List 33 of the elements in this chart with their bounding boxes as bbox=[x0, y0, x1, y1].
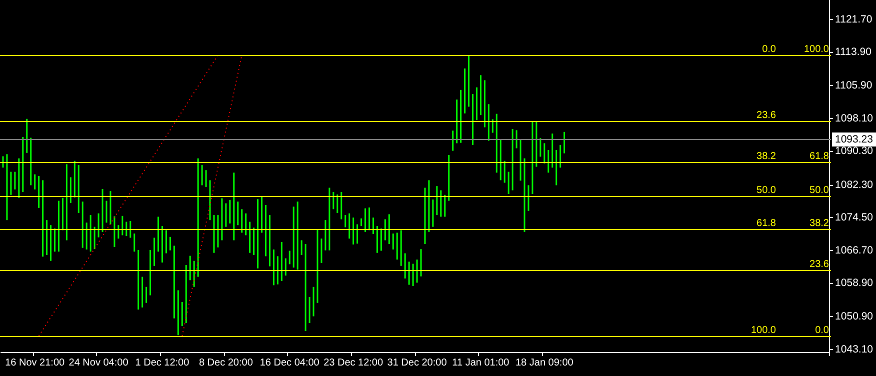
x-tick-label: 11 Jan 01:00 bbox=[452, 358, 510, 368]
y-tick-label: 1098.10 bbox=[835, 112, 874, 124]
annotation: 100.0 bbox=[804, 44, 830, 55]
x-tick-label: 8 Dec 20:00 bbox=[198, 358, 254, 368]
x-tick-label: 31 Dec 20:00 bbox=[387, 358, 448, 368]
y-tick-label: 1074.50 bbox=[835, 212, 874, 224]
y-tick-label: 1090.30 bbox=[835, 145, 874, 158]
x-tick-label: 24 Nov 04:00 bbox=[68, 358, 129, 368]
x-tick-label: 23 Dec 12:00 bbox=[324, 358, 384, 368]
annotation: 38.2 bbox=[756, 151, 776, 162]
y-tick-label: 1121.70 bbox=[835, 13, 872, 26]
y-tick-label: 1066.70 bbox=[835, 244, 874, 256]
x-tick-label: 18 Jan 09:00 bbox=[515, 358, 574, 368]
ref-line-label: 1093.23 bbox=[835, 134, 874, 146]
annotation: 38.2 bbox=[810, 218, 830, 229]
annotation: 61.8 bbox=[756, 218, 776, 229]
annotation: 0.0 bbox=[815, 325, 830, 336]
x-tick-label: 16 Nov 21:00 bbox=[5, 358, 66, 368]
y-tick-label: 1058.90 bbox=[835, 277, 874, 290]
annotation: 23.6 bbox=[756, 110, 776, 121]
x-tick-label: 16 Dec 04:00 bbox=[260, 358, 320, 368]
annotation: 61.8 bbox=[810, 151, 830, 162]
annotation: 0.0 bbox=[762, 44, 776, 55]
annotation: 50.0 bbox=[756, 185, 776, 196]
annotation: 100.0 bbox=[750, 325, 776, 336]
y-tick-label: 1043.10 bbox=[835, 343, 874, 356]
y-tick-label: 1113.90 bbox=[835, 46, 872, 58]
annotation: 23.6 bbox=[810, 259, 830, 270]
y-tick-label: 1050.90 bbox=[835, 310, 874, 323]
y-tick-label: 1105.90 bbox=[835, 80, 872, 92]
annotation: 50.0 bbox=[810, 185, 830, 196]
y-tick-label: 1082.30 bbox=[835, 178, 874, 191]
x-tick-label: 1 Dec 12:00 bbox=[135, 358, 190, 368]
